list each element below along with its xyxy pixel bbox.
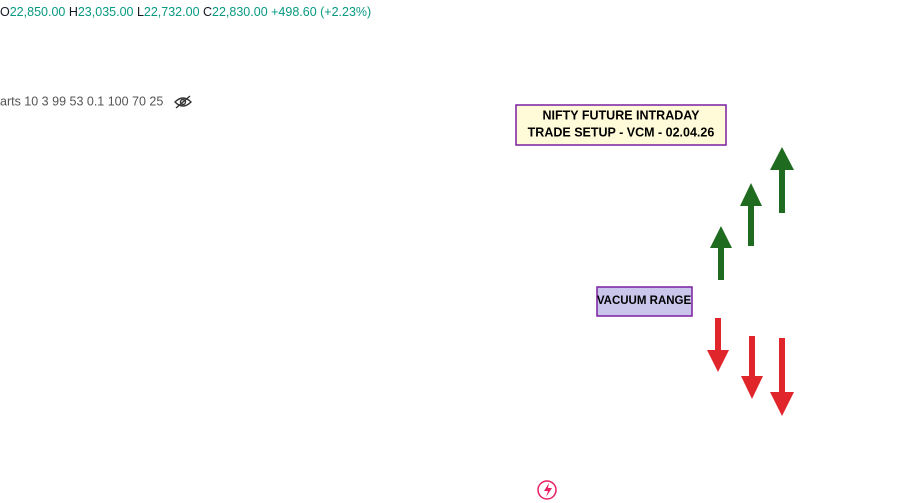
value: 22,850.00 <box>10 5 66 19</box>
zone-box <box>596 286 693 317</box>
lightning-icon[interactable] <box>537 480 557 500</box>
down-arrows <box>707 318 794 416</box>
key: L <box>137 5 144 19</box>
title-line: NIFTY FUTURE INTRADAY <box>543 108 701 122</box>
value: 22,830.00 <box>212 5 268 19</box>
ohlc-header: O22,850.00 H23,035.00 L22,732.00 C22,830… <box>0 5 371 19</box>
title-box <box>515 104 727 146</box>
value: 22,732.00 <box>144 5 200 19</box>
eye-hidden-icon[interactable] <box>174 95 192 109</box>
indicator-label: arts 10 3 99 53 0.1 100 70 25 <box>0 94 163 108</box>
title-line: TRADE SETUP - VCM - 02.04.26 <box>528 125 715 139</box>
zone-label: VACUUM RANGE <box>597 295 692 307</box>
up-arrows <box>710 147 794 280</box>
key: H <box>69 5 78 19</box>
change: +498.60 (+2.23%) <box>271 5 371 19</box>
value: 23,035.00 <box>78 5 134 19</box>
key: O <box>0 5 10 19</box>
price-axis-panel <box>830 0 901 503</box>
key: C <box>203 5 212 19</box>
